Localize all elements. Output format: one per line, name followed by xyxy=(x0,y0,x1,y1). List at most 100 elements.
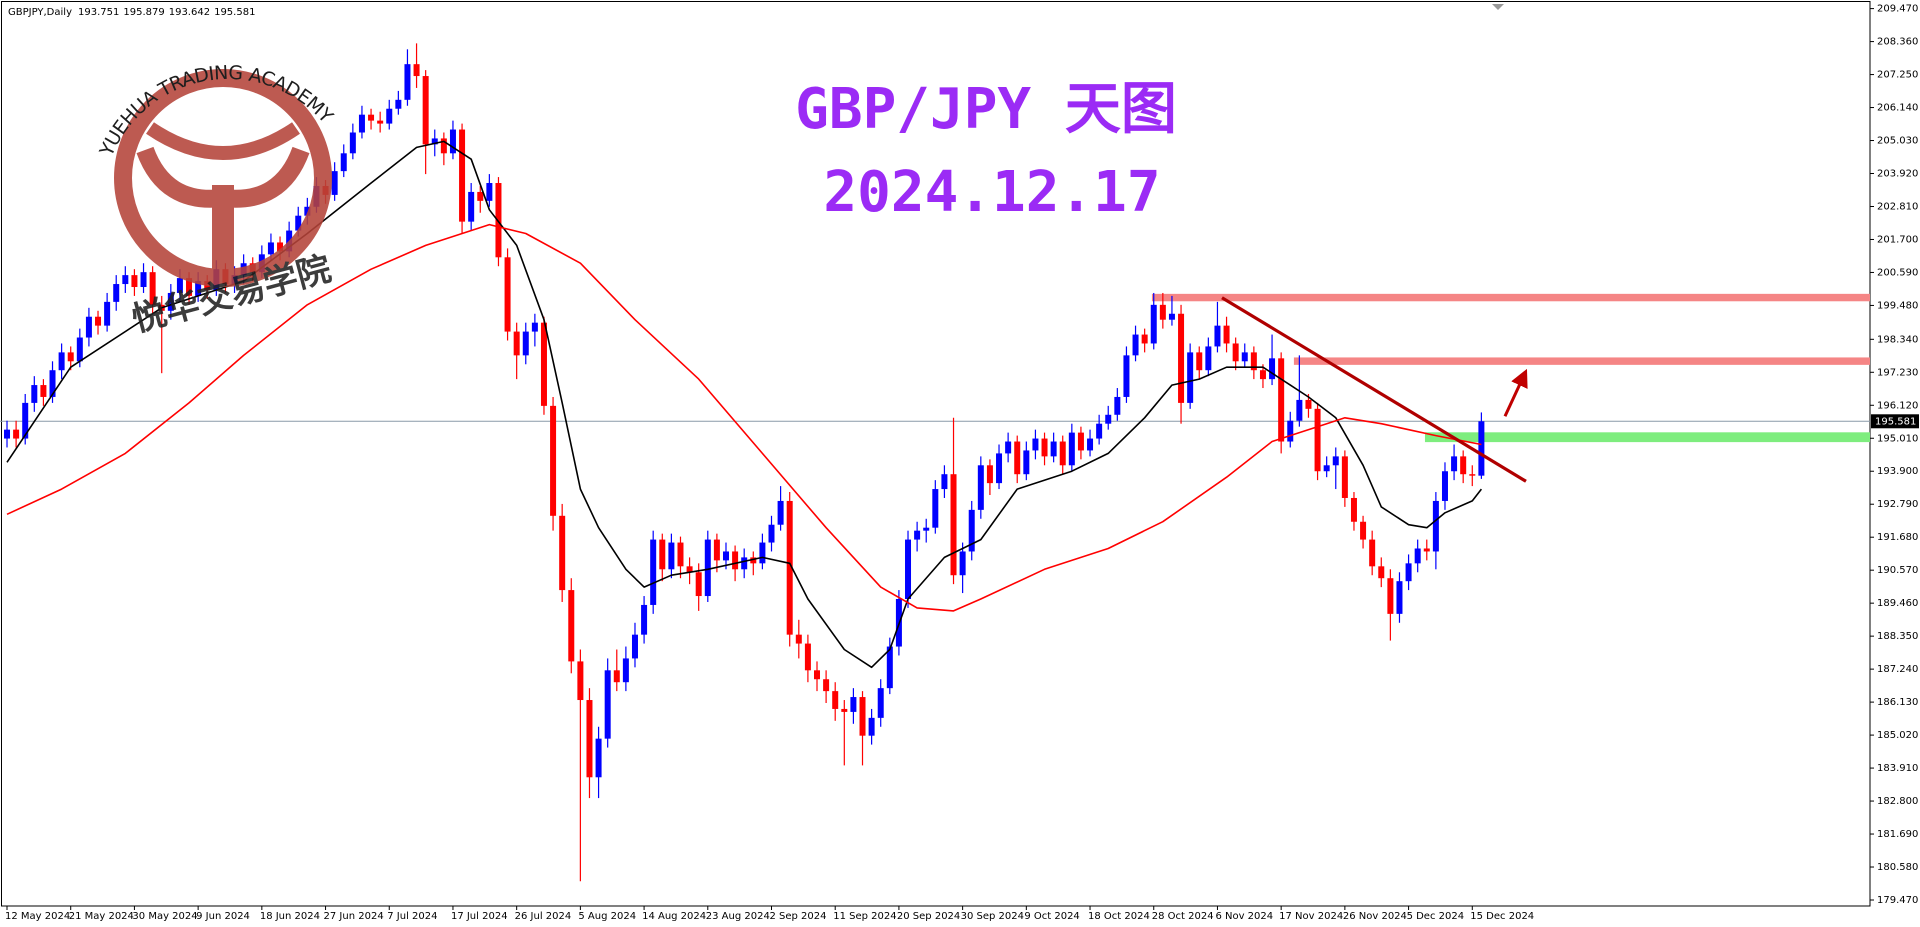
candle-body xyxy=(1250,352,1257,371)
candle-body xyxy=(449,129,456,154)
candle-body xyxy=(1178,313,1185,403)
candle-body xyxy=(1023,450,1030,475)
x-tick-label: 21 May 2024 xyxy=(69,911,134,922)
candle-body xyxy=(1314,408,1321,472)
y-tick-label: 203.920 xyxy=(1877,169,1918,180)
x-tick-label: 6 Nov 2024 xyxy=(1215,911,1273,922)
candle-body xyxy=(695,572,702,597)
header-open: 193.751 xyxy=(78,7,119,18)
x-tick-label: 18 Oct 2024 xyxy=(1088,911,1150,922)
logo-arc xyxy=(146,122,300,160)
candle-body xyxy=(1096,423,1103,439)
candle-body xyxy=(1232,343,1239,362)
y-tick-label: 179.470 xyxy=(1877,895,1918,906)
candle-body xyxy=(304,206,311,216)
candle-body xyxy=(58,352,65,371)
price-label: 195.581 xyxy=(1875,416,1916,427)
candle-body xyxy=(1214,325,1221,347)
candle-body xyxy=(95,316,102,326)
candle-body xyxy=(568,590,575,662)
x-tick-label: 17 Nov 2024 xyxy=(1279,911,1343,922)
x-tick-label: 5 Aug 2024 xyxy=(578,911,636,922)
candle-body xyxy=(550,405,557,516)
candle-body xyxy=(1405,563,1412,582)
x-tick-label: 7 Jul 2024 xyxy=(387,911,437,922)
candle-body xyxy=(440,138,447,154)
candle-body xyxy=(1087,438,1094,451)
candle-body xyxy=(149,272,156,305)
candle-body xyxy=(1441,471,1448,501)
candle-body xyxy=(1369,539,1376,567)
candle-body xyxy=(768,524,775,543)
logo-stem xyxy=(212,185,234,271)
y-tick-label: 182.800 xyxy=(1877,796,1918,807)
y-tick-label: 201.700 xyxy=(1877,234,1918,245)
x-tick-label: 17 Jul 2024 xyxy=(451,911,508,922)
candle-body xyxy=(31,385,38,403)
candle-body xyxy=(1041,438,1048,457)
candle-body xyxy=(923,527,930,531)
candle-body xyxy=(1105,414,1112,424)
y-tick-label: 188.350 xyxy=(1877,631,1918,642)
candle-body xyxy=(886,646,893,689)
candle-body xyxy=(1350,497,1357,522)
candle-body xyxy=(996,453,1003,484)
candle-body xyxy=(267,242,274,255)
candle-body xyxy=(122,275,129,285)
candle-body xyxy=(1378,566,1385,579)
plot-layer xyxy=(0,43,1870,882)
candle-body xyxy=(386,108,393,124)
candle-body xyxy=(877,688,884,718)
candle-body xyxy=(1287,420,1294,442)
candle-body xyxy=(1451,456,1458,472)
candle-body xyxy=(1396,581,1403,614)
candle-body xyxy=(1259,370,1266,380)
candle-body xyxy=(495,183,502,258)
candle-body xyxy=(540,322,547,406)
candle-body xyxy=(795,634,802,644)
candle-body xyxy=(959,551,966,576)
y-tick-label: 185.020 xyxy=(1877,730,1918,741)
candle-body xyxy=(167,292,174,311)
candle-body xyxy=(104,301,111,326)
y-tick-label: 208.360 xyxy=(1877,37,1918,48)
y-tick-label: 191.680 xyxy=(1877,532,1918,543)
candle-body xyxy=(786,500,793,635)
candle-body xyxy=(713,539,720,561)
candle-body xyxy=(704,539,711,597)
candle-body xyxy=(85,316,92,338)
candle-body xyxy=(431,138,438,145)
candle-body xyxy=(486,183,493,201)
y-tick-label: 181.690 xyxy=(1877,829,1918,840)
candle-body xyxy=(76,337,83,362)
candle-body xyxy=(823,679,830,692)
y-tick-label: 207.250 xyxy=(1877,70,1918,81)
candle-body xyxy=(1360,521,1367,540)
y-tick-label: 189.460 xyxy=(1877,598,1918,609)
candle-body xyxy=(1141,334,1148,344)
chart-subtitle: 2024.12.17 xyxy=(823,160,1160,225)
candle-body xyxy=(1305,399,1312,409)
candle-body xyxy=(1068,432,1075,466)
candle-body xyxy=(468,191,475,222)
candle-body xyxy=(1032,438,1039,451)
overlay-layer: 209.470 208.360 207.250 206.140 205.030 203.9… xyxy=(5,4,1919,922)
y-tick-label: 197.230 xyxy=(1877,367,1918,378)
candle-body xyxy=(631,634,638,659)
candle-body xyxy=(977,465,984,510)
candle-body xyxy=(1241,352,1248,362)
candle-body xyxy=(859,697,866,736)
chart-header: GBPJPY,Daily 193.751 195.879 193.642 195.581 xyxy=(8,7,255,18)
candle-body xyxy=(404,64,411,100)
candle-body xyxy=(1460,456,1467,475)
candle-body xyxy=(1341,456,1348,498)
candle-body xyxy=(1187,352,1194,403)
x-tick-label: 28 Oct 2024 xyxy=(1152,911,1214,922)
x-tick-label: 30 May 2024 xyxy=(132,911,197,922)
candle-body xyxy=(1050,441,1057,457)
moving-average-line xyxy=(6,223,1482,612)
candle-body xyxy=(604,670,611,739)
candle-body xyxy=(277,242,284,252)
candle-body xyxy=(1423,548,1430,552)
